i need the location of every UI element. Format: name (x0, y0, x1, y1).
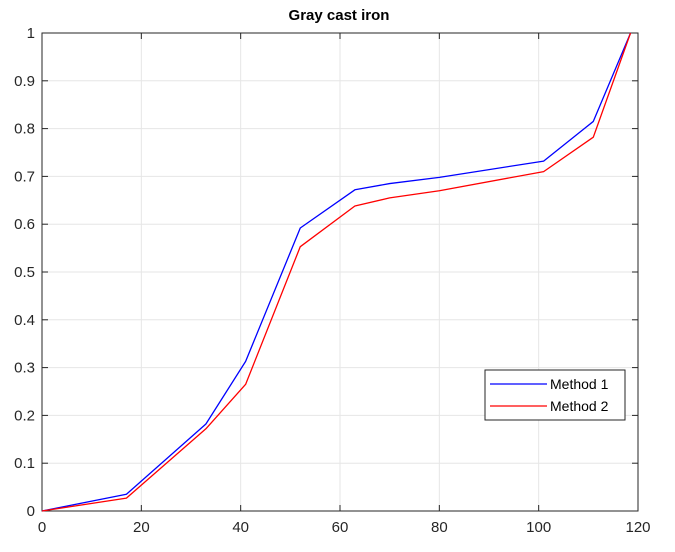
y-tick-label: 0.9 (14, 73, 35, 90)
y-tick-label: 0.1 (14, 455, 35, 472)
x-tick-label: 120 (625, 519, 650, 536)
x-tick-label: 40 (232, 519, 249, 536)
series-line-1 (41, 32, 632, 512)
chart-title: Gray cast iron (289, 7, 390, 24)
series-line-2 (41, 32, 632, 512)
legend-label-1: Method 1 (550, 376, 609, 392)
y-tick-label: 0.3 (14, 360, 35, 377)
y-tick-label: 0.8 (14, 121, 35, 138)
x-tick-label: 0 (38, 519, 46, 536)
y-tick-label: 0.2 (14, 407, 35, 424)
x-tick-label: 20 (133, 519, 150, 536)
x-tick-label: 100 (526, 519, 551, 536)
x-tick-label: 60 (332, 519, 349, 536)
y-tick-label: 1 (27, 25, 35, 42)
legend-label-2: Method 2 (550, 398, 609, 414)
y-tick-label: 0.5 (14, 264, 35, 281)
legend-box (484, 369, 626, 421)
y-tick-label: 0.4 (14, 312, 35, 329)
x-tick-label: 80 (431, 519, 448, 536)
y-tick-label: 0.7 (14, 168, 35, 185)
y-tick-label: 0.6 (14, 216, 35, 233)
y-tick-label: 0 (27, 503, 35, 520)
